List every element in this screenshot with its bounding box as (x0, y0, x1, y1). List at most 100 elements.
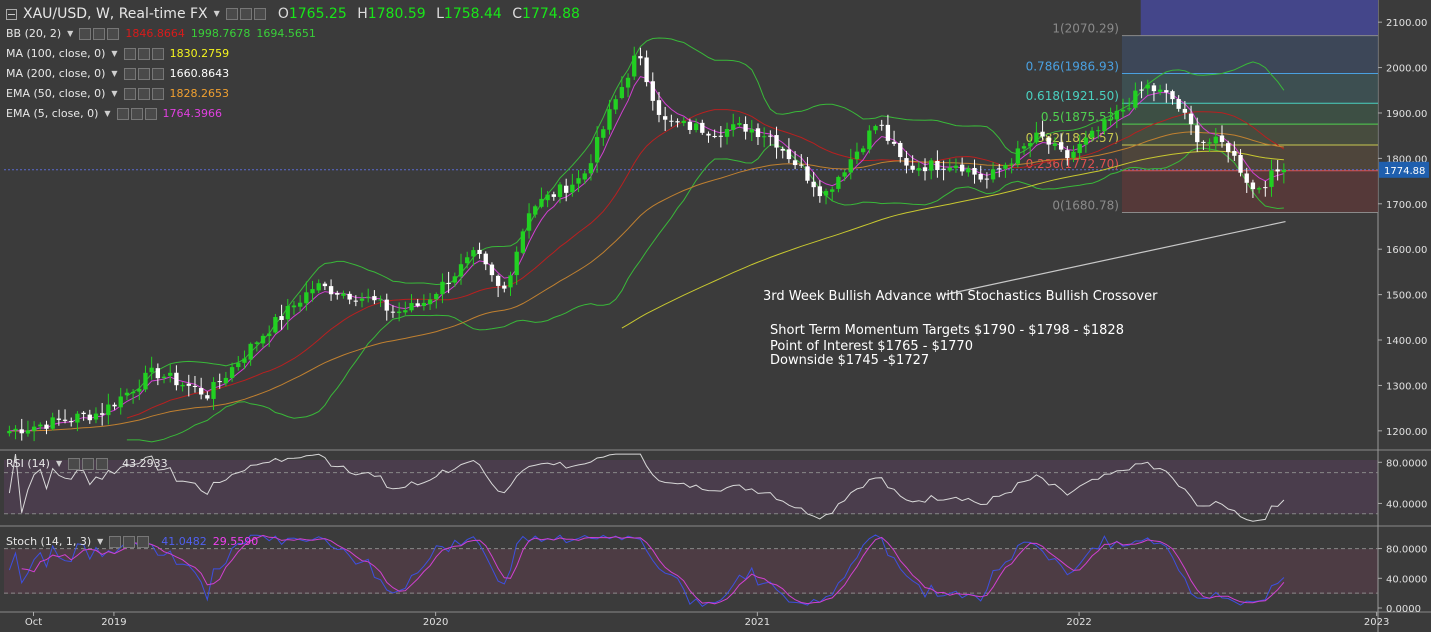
candle-body (372, 296, 377, 301)
candle-body (848, 159, 853, 173)
candle-body (440, 281, 445, 295)
time-tick-label: 2019 (101, 617, 126, 628)
candle-body (768, 135, 773, 137)
indicator-label[interactable]: EMA (50, close, 0) (6, 87, 106, 100)
candle-body (434, 293, 439, 300)
candle-body (743, 124, 748, 132)
candle-body (929, 160, 934, 171)
candle-body (570, 184, 575, 193)
candle-body (13, 428, 18, 431)
ma100-line (621, 150, 1284, 329)
candle-body (520, 231, 526, 253)
candle-body (291, 305, 297, 308)
stoch-k-line (8, 534, 1285, 607)
chevron-down-icon[interactable]: ▼ (55, 459, 63, 468)
candle-body (1120, 109, 1126, 112)
annotation-text: Point of Interest $1765 - $1770 (770, 339, 973, 354)
candle-body (180, 384, 185, 387)
stoch-k-value: 41.0482 (161, 535, 207, 548)
stoch-tick-label: 40.0000 (1386, 574, 1427, 585)
indicator-label[interactable]: EMA (5, close, 0) (6, 107, 99, 120)
candle-body (663, 116, 668, 120)
candle-body (118, 396, 123, 408)
chevron-down-icon[interactable]: ▼ (104, 109, 111, 118)
rsi-value: 43.2933 (122, 457, 168, 470)
chevron-down-icon[interactable]: ▼ (111, 49, 118, 58)
candle-body (390, 311, 396, 313)
candle-body (44, 424, 49, 429)
indicator-label[interactable]: MA (100, close, 0) (6, 47, 106, 60)
chevron-down-icon[interactable]: ▼ (213, 9, 220, 18)
indicator-value: 1998.7678 (190, 27, 251, 40)
candle-body (1077, 143, 1082, 154)
candle-body (891, 141, 897, 144)
indicator-controls[interactable] (116, 108, 157, 120)
chevron-down-icon[interactable]: ▼ (67, 29, 74, 38)
candle-body (731, 124, 736, 130)
stoch-controls[interactable] (109, 535, 150, 548)
candle-body (706, 133, 711, 136)
candle-body (236, 363, 241, 368)
indicator-controls[interactable] (79, 28, 120, 40)
symbol-title[interactable]: XAU/USD, W, Real-time FX (23, 6, 208, 22)
rsi-legend: RSI (14) ▼ 43.2933 (6, 457, 168, 470)
indicator-controls[interactable] (123, 48, 164, 60)
indicator-value: 1764.3966 (162, 107, 223, 120)
indicator-controls[interactable] (123, 68, 164, 80)
candle-body (1219, 135, 1225, 142)
collapse-icon[interactable] (6, 8, 17, 20)
candle-body (471, 250, 476, 257)
bollinger-upper-line (126, 37, 1285, 397)
chevron-down-icon[interactable]: ▼ (111, 69, 118, 78)
candle-body (279, 316, 284, 320)
chevron-down-icon[interactable]: ▼ (97, 537, 104, 546)
candle-body (1009, 163, 1014, 165)
indicator-controls[interactable] (123, 88, 164, 100)
candle-body (947, 167, 952, 171)
price-tick-label: 1900.00 (1386, 109, 1427, 120)
chevron-down-icon[interactable]: ▼ (111, 89, 118, 98)
series-controls[interactable] (225, 8, 266, 20)
candle-body (959, 164, 965, 172)
indicator-row: EMA (5, close, 0) ▼ 1764.3966 (6, 104, 580, 124)
candle-body (137, 388, 142, 392)
candle-body (81, 412, 86, 415)
stoch-label[interactable]: Stoch (14, 1, 3) (6, 535, 92, 548)
candle-body (38, 424, 43, 427)
price-tick-label: 1700.00 (1386, 200, 1427, 211)
current-price-tag (1379, 161, 1429, 178)
price-tick-label: 2100.00 (1386, 18, 1427, 29)
candle-body (62, 419, 68, 421)
candle-body (885, 124, 891, 141)
candle-body (526, 213, 532, 231)
candle-body (495, 275, 501, 286)
candle-body (396, 311, 402, 314)
candle-body (130, 391, 136, 394)
candle-body (588, 163, 594, 174)
candle-body (143, 372, 148, 390)
current-price-label: 1774.88 (1384, 166, 1425, 177)
indicator-row: EMA (50, close, 0) ▼ 1828.2653 (6, 84, 580, 104)
price-tick-label: 1400.00 (1386, 336, 1427, 347)
candle-body (638, 56, 643, 59)
candle-body (1040, 131, 1045, 137)
candle-body (1003, 164, 1008, 169)
ema50-line (9, 131, 1284, 432)
time-tick-label: Oct (25, 617, 42, 628)
rsi-controls[interactable] (68, 457, 109, 470)
indicator-label[interactable]: MA (200, close, 0) (6, 67, 106, 80)
candle-body (192, 385, 198, 387)
candle-body (489, 264, 495, 276)
indicator-label[interactable]: BB (20, 2) (6, 27, 62, 40)
candle-body (155, 368, 161, 379)
candle-body (446, 282, 451, 284)
stoch-d-value: 29.5590 (212, 535, 259, 548)
candle-body (205, 395, 210, 399)
price-tick-label: 2000.00 (1386, 64, 1427, 75)
candle-body (576, 178, 581, 184)
candle-body (378, 299, 383, 301)
indicator-value: 1830.2759 (169, 47, 230, 60)
candle-body (229, 367, 235, 378)
rsi-label[interactable]: RSI (14) (6, 457, 50, 470)
